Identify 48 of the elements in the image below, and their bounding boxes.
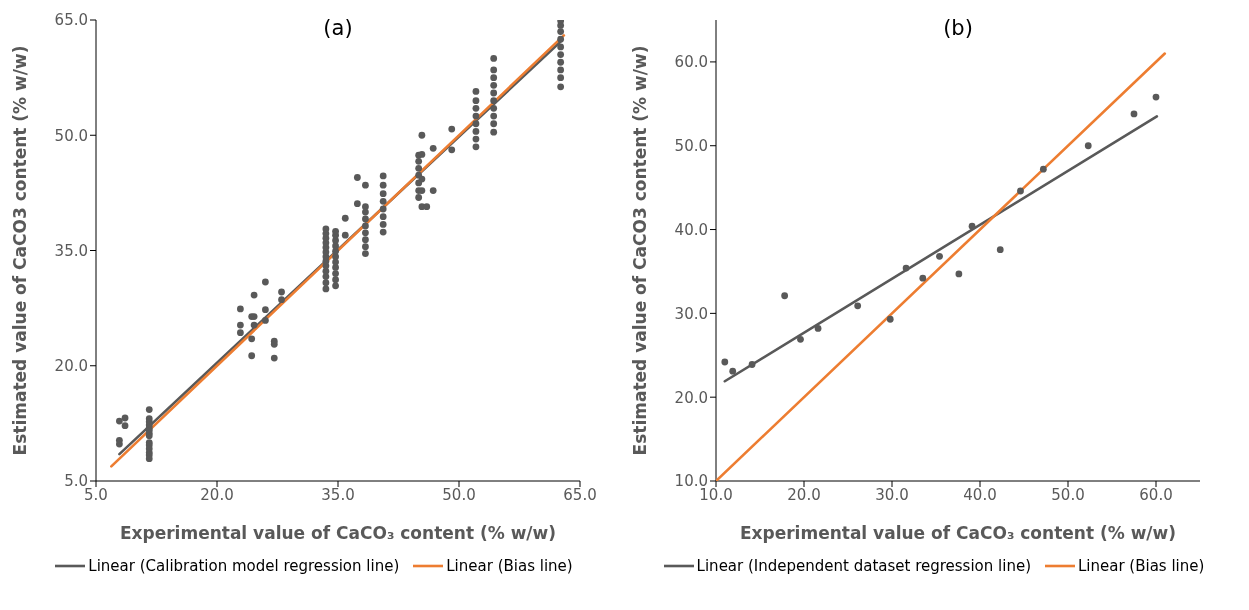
x-tick-label: 50.0 [1051, 485, 1085, 504]
x-tick-label: 30.0 [875, 485, 909, 504]
point [1084, 142, 1092, 150]
y-tick-label: 35.0 [54, 241, 88, 260]
point [814, 325, 822, 332]
y-axis-title: Estimated value of CaCO3 content (% w/w) [10, 45, 31, 456]
point [902, 264, 910, 272]
y-tick-label: 20.0 [54, 357, 88, 376]
point [1039, 165, 1047, 173]
point [886, 315, 894, 323]
y-tick-label: 50.0 [54, 126, 88, 145]
x-tick-label: 60.0 [1139, 485, 1173, 504]
x-tick-label: 5.0 [84, 485, 108, 504]
point [781, 292, 789, 300]
x-tick-label: 50.0 [442, 485, 476, 504]
y-tick-label: 40.0 [674, 220, 708, 239]
legend-label: Linear (Calibration model regression line) [88, 557, 400, 575]
y-tick-label: 60.0 [674, 53, 708, 72]
point [996, 246, 1004, 254]
legend-label: Linear (Independent dataset regression line) [696, 557, 1031, 575]
legend-label: Linear (Bias line) [446, 557, 573, 575]
y-tick-label: 30.0 [674, 304, 708, 323]
point [729, 367, 737, 375]
x-tick-label: 65.0 [563, 485, 597, 504]
x-tick-label: 35.0 [321, 485, 355, 504]
point [1152, 93, 1160, 101]
y-axis-title: Estimated value of CaCO3 content (% w/w) [630, 45, 651, 456]
point [1017, 187, 1024, 195]
x-axis-title: Experimental value of CaCO₃ content (% w/w) [119, 523, 557, 543]
point [721, 358, 729, 366]
y-tick-label: 20.0 [674, 388, 708, 407]
legend-label: Linear (Bias line) [1077, 557, 1205, 575]
point [748, 361, 756, 368]
x-tick-label: 20.0 [787, 485, 821, 504]
x-tick-label: 40.0 [963, 485, 997, 504]
point [955, 270, 963, 278]
y-tick-label: 50.0 [674, 137, 708, 156]
point [919, 274, 927, 282]
point [854, 302, 862, 310]
point [797, 335, 804, 343]
x-tick-label: 20.0 [200, 485, 234, 504]
y-tick-label: 65.0 [54, 11, 88, 30]
point [968, 222, 976, 230]
chart-title: (b) [942, 16, 974, 40]
chart-title: (a) [322, 16, 354, 40]
point [936, 252, 943, 260]
point [1130, 110, 1138, 118]
x-axis-title: Experimental value of CaCO₃ content (% w/w) [739, 523, 1177, 543]
